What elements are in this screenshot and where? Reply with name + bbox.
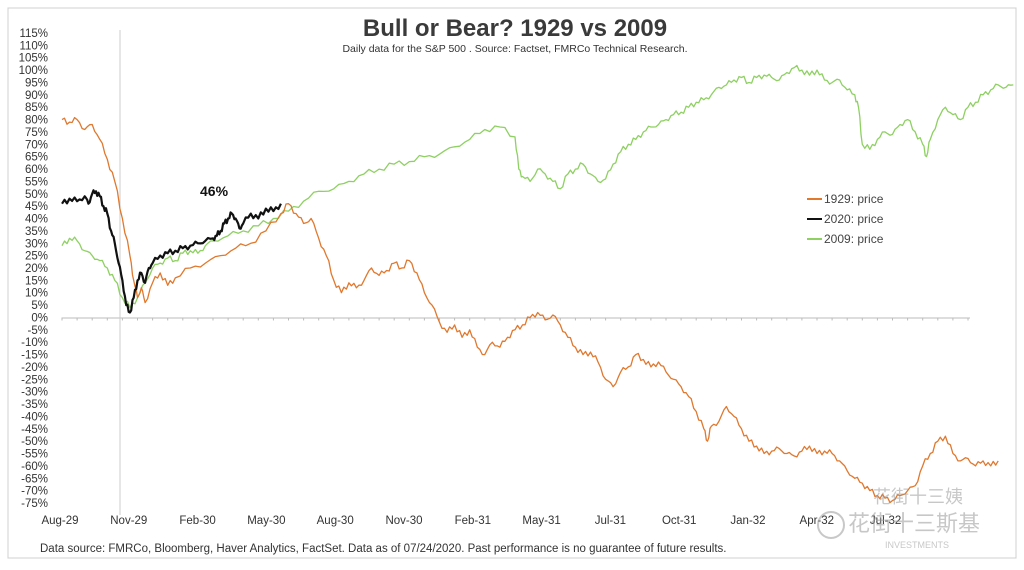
y-tick-label: -5% bbox=[28, 325, 48, 337]
y-axis-ticks: 115%110%105%100%95%90%85%80%75%70%65%60%… bbox=[19, 28, 48, 510]
chart-subtitle: Daily data for the S&P 500 . Source: Fac… bbox=[342, 43, 687, 55]
x-tick-label: May-31 bbox=[522, 515, 560, 527]
legend-label-1929: 1929: price bbox=[824, 192, 884, 206]
y-tick-label: -15% bbox=[21, 350, 48, 362]
x-tick-label: Jul-31 bbox=[595, 515, 626, 527]
y-tick-label: -55% bbox=[21, 449, 48, 461]
x-tick-label: Aug-29 bbox=[41, 515, 78, 527]
x-tick-label: Feb-30 bbox=[179, 515, 215, 527]
y-tick-label: 90% bbox=[25, 90, 48, 102]
legend-label-2020: 2020: price bbox=[824, 212, 884, 226]
y-tick-label: 0% bbox=[31, 312, 48, 324]
y-tick-label: 70% bbox=[25, 139, 48, 151]
y-tick-label: 35% bbox=[25, 226, 48, 238]
x-tick-label: Feb-31 bbox=[455, 515, 491, 527]
y-tick-label: -45% bbox=[21, 424, 48, 436]
y-tick-label: 100% bbox=[19, 65, 48, 77]
y-tick-label: -40% bbox=[21, 411, 48, 423]
y-tick-label: 20% bbox=[25, 263, 48, 275]
y-tick-label: 110% bbox=[19, 40, 48, 52]
y-tick-label: 115% bbox=[19, 28, 48, 40]
x-tick-label: Aug-30 bbox=[317, 515, 354, 527]
y-tick-label: -60% bbox=[21, 461, 48, 473]
chart-frame bbox=[7, 7, 1017, 559]
y-tick-label: -70% bbox=[21, 486, 48, 498]
y-tick-label: -30% bbox=[21, 387, 48, 399]
y-tick-label: 10% bbox=[25, 288, 48, 300]
footnote: Data source: FMRCo, Bloomberg, Haver Ana… bbox=[40, 543, 727, 555]
y-tick-label: -20% bbox=[21, 362, 48, 374]
y-tick-label: 40% bbox=[25, 214, 48, 226]
x-tick-label: Apr-32 bbox=[800, 515, 835, 527]
y-tick-label: 85% bbox=[25, 102, 48, 114]
annotation-label: 46% bbox=[200, 183, 229, 199]
x-tick-label: Jan-32 bbox=[730, 515, 765, 527]
y-tick-label: -65% bbox=[21, 473, 48, 485]
y-tick-label: -75% bbox=[21, 498, 48, 510]
watermark-text-1: 花街十三姨 bbox=[873, 487, 963, 507]
y-tick-label: 105% bbox=[19, 53, 48, 65]
series-line-2020 bbox=[61, 189, 282, 314]
y-tick-label: 45% bbox=[25, 201, 48, 213]
x-axis-ticks: Aug-29 Nov-29 Feb-30 May-30 Aug-30 Nov-30 Feb-… bbox=[41, 317, 969, 527]
series-layer bbox=[61, 64, 1014, 504]
chart-title: Bull or Bear? 1929 vs 2009 bbox=[363, 15, 667, 42]
x-tick-label: Nov-30 bbox=[385, 515, 422, 527]
y-tick-label: 15% bbox=[25, 275, 48, 287]
y-tick-label: 65% bbox=[25, 152, 48, 164]
y-tick-label: 5% bbox=[31, 300, 48, 312]
y-tick-label: 95% bbox=[25, 77, 48, 89]
wechat-icon bbox=[817, 511, 845, 539]
series-line-2009 bbox=[61, 64, 1014, 309]
y-tick-label: -10% bbox=[21, 337, 48, 349]
y-tick-label: 75% bbox=[25, 127, 48, 139]
x-tick-label: Jul-32 bbox=[870, 515, 901, 527]
watermark: 花街十三姨 花街十三斯基 INVESTMENTS bbox=[817, 487, 980, 550]
y-tick-label: 80% bbox=[25, 115, 48, 127]
y-tick-label: 55% bbox=[25, 176, 48, 188]
legend: 1929: price 2020: price 2009: price bbox=[807, 192, 884, 246]
y-tick-label: 50% bbox=[25, 189, 48, 201]
y-tick-label: 30% bbox=[25, 238, 48, 250]
legend-label-2009: 2009: price bbox=[824, 232, 884, 246]
x-tick-label: Oct-31 bbox=[662, 515, 697, 527]
x-tick-label: Nov-29 bbox=[110, 515, 147, 527]
y-tick-label: -50% bbox=[21, 436, 48, 448]
series-line-1929 bbox=[61, 116, 999, 504]
y-tick-label: -25% bbox=[21, 374, 48, 386]
x-tick-label: May-30 bbox=[247, 515, 285, 527]
watermark-text-2: 花街十三斯基 bbox=[848, 511, 980, 536]
y-tick-label: 60% bbox=[25, 164, 48, 176]
y-tick-label: -35% bbox=[21, 399, 48, 411]
watermark-text-3: INVESTMENTS bbox=[885, 540, 949, 550]
y-tick-label: 25% bbox=[25, 251, 48, 263]
